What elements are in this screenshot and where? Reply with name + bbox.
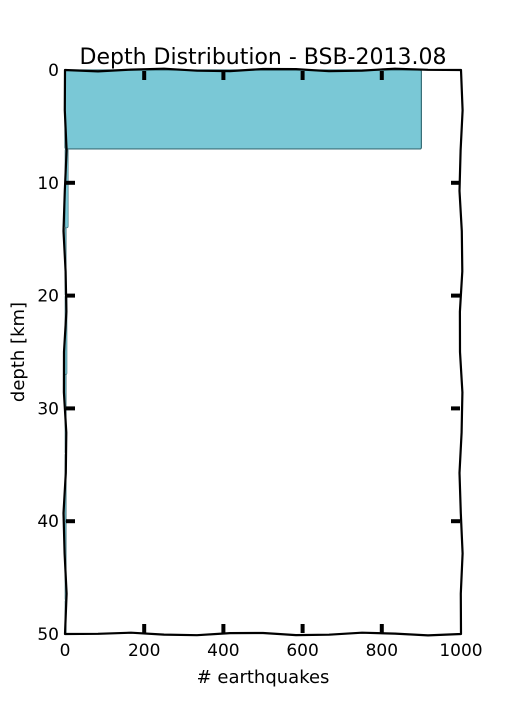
y-tick-label-0: 0	[48, 61, 59, 81]
tick-labels: 0 200 400 600 800 1000 0 10 20 30 40 50	[37, 61, 482, 661]
x-tick-label-1: 200	[128, 641, 160, 661]
x-tick-label-5: 1000	[439, 641, 482, 661]
bars	[64, 69, 422, 635]
x-tick-label-0: 0	[60, 641, 71, 661]
chart-title: Depth Distribution - BSB-2013.08	[80, 45, 447, 70]
y-tick-label-2: 20	[37, 287, 59, 307]
x-tick-label-3: 600	[286, 641, 318, 661]
x-axis-label: # earthquakes	[197, 667, 330, 688]
y-tick-label-3: 30	[37, 399, 59, 419]
plot-frame	[62, 67, 464, 637]
y-axis-label: depth [km]	[8, 302, 29, 402]
y-tick-label-4: 40	[37, 512, 59, 532]
y-tick-label-5: 50	[37, 625, 59, 645]
x-tick-label-4: 800	[366, 641, 398, 661]
x-tick-label-2: 400	[207, 641, 239, 661]
bar-0	[64, 69, 422, 150]
y-tick-label-1: 10	[37, 174, 59, 194]
axis-ticks	[66, 71, 460, 633]
